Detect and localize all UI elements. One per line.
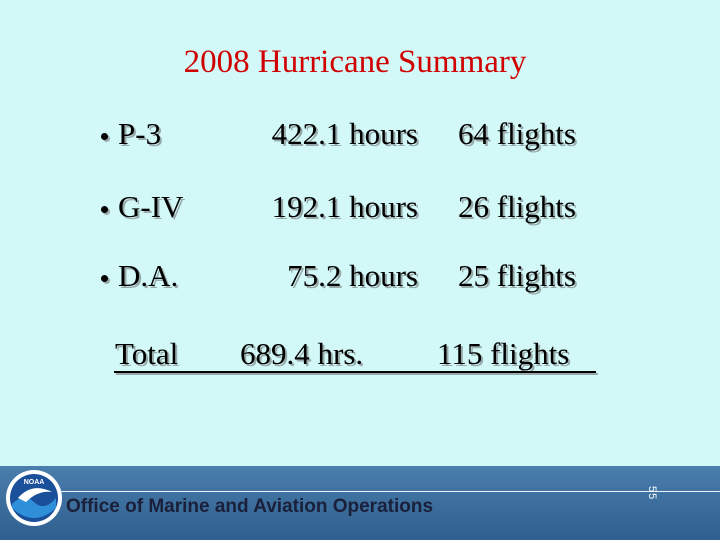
footer-office: Office of Marine and Aviation Operations: [66, 496, 434, 517]
row-flights: 25 flights: [458, 258, 576, 293]
row-hours: 422.1 hours: [271, 116, 418, 151]
total-label: Total: [115, 336, 179, 371]
bullet: [101, 206, 108, 213]
row-flights: 64 flights: [458, 116, 576, 151]
logo-text: NOAA: [24, 479, 45, 486]
logo-wave: [12, 497, 56, 518]
page-number: 55: [646, 486, 658, 501]
row-hours: 192.1 hours: [271, 189, 418, 224]
total-flights: 115 flights: [437, 336, 570, 371]
row-label: D.A.: [118, 258, 179, 293]
row-label: P-3: [118, 116, 162, 151]
bullet: [101, 275, 108, 282]
total-underline: [114, 371, 596, 373]
footer-band: [0, 466, 720, 540]
logo-bird: [18, 488, 52, 502]
row-label: G-IV: [118, 189, 184, 224]
row-flights: 26 flights: [458, 189, 576, 224]
slide-title: 2008 Hurricane Summary: [183, 44, 527, 80]
bullet: [101, 133, 108, 140]
row-hours: 75.2 hours: [287, 258, 418, 293]
total-hours: 689.4 hrs.: [240, 336, 364, 371]
footer-rule: [60, 491, 720, 492]
noaa-logo: NOAA: [6, 470, 62, 526]
